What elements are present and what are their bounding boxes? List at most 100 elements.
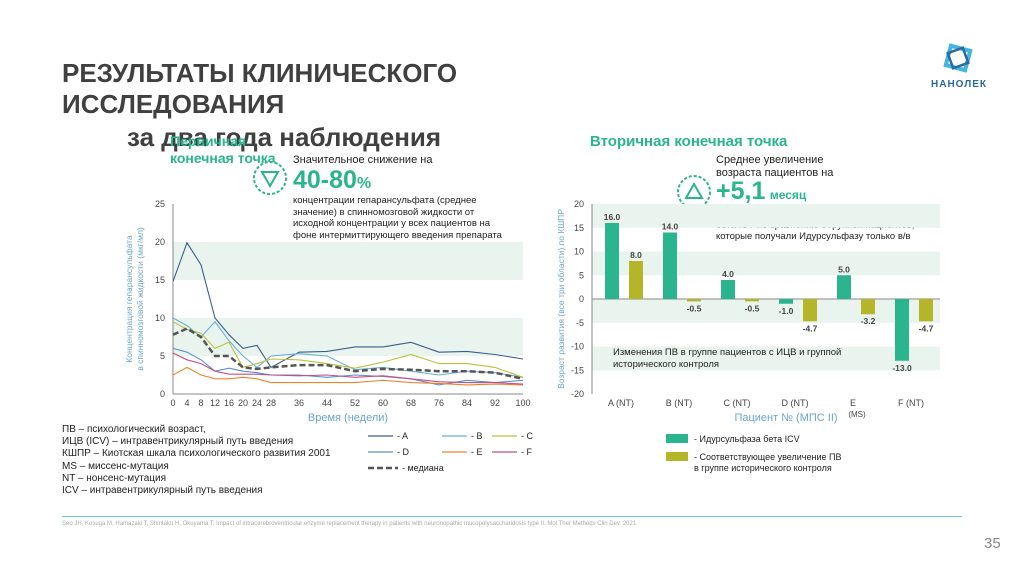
increase-icon [677,175,711,209]
x-tick-label: 0 [170,398,175,408]
legend-label: - A [397,431,408,441]
x-tick-label: 8 [198,398,203,408]
x-tick-label: 100 [515,398,530,408]
series-line [172,321,524,378]
x-tick-label: F (NT) [898,398,924,408]
primary-endpoint-heading: Первичная конечная точка [170,133,276,166]
bar [629,261,643,299]
page-subtitle: за два года наблюдения [127,122,442,152]
data-label: -0.5 [687,303,702,313]
y-tick-label: -20 [571,389,584,399]
legend-label: - медиана [402,463,444,473]
series-line [172,352,524,385]
x-tick-label: B (NT) [666,398,693,408]
x-tick-label: 84 [462,398,472,408]
bar [895,299,909,361]
note-item: MS – миссенс-мутация [62,460,169,472]
y-tick-label: 5 [160,351,165,361]
primary-number: 40-80 [293,166,357,194]
y-tick-label: 0 [160,389,165,399]
data-label: 8.0 [630,250,642,260]
series-line [172,317,524,378]
grid-band [173,242,523,280]
bar [919,299,933,322]
legend-swatch [666,452,688,461]
x-tick-label: 12 [210,398,220,408]
x-tick-label: 60 [378,398,388,408]
footer-divider [62,516,962,517]
data-label: -1.0 [779,306,794,316]
abbreviations-list: ПВ – психологический возраст, ИЦВ (ICV) … [62,424,331,497]
series-line [172,241,524,369]
primary-value: 40-80% [293,166,371,195]
note-item: КШПР – Киотская шкала психологического р… [62,448,331,460]
bar [837,275,851,299]
bar [721,280,735,299]
reference-citation: Seo JH, Kosuga M, Hamazaki T, Shintaku H… [62,521,637,527]
logo-text: НАНОЛЕК [931,79,987,90]
y-axis-label: Возраст развития (все три области) по КШ… [556,209,566,389]
grid-band [592,204,940,228]
data-label: -4.7 [919,323,934,333]
y-tick-label: 5 [579,270,584,280]
bar [779,299,793,304]
x-tick-label: 92 [490,398,500,408]
y-tick-label: 0 [579,294,584,304]
note-item: ICV – интравентрикулярный путь введения [62,485,263,497]
note-item: NT – нонсенс-мутация [62,472,167,484]
y-tick-label: 20 [574,199,584,209]
bar [687,299,701,302]
grid-band [592,251,940,276]
note-item: ИЦВ (ICV) – интравентрикулярный путь вве… [62,436,294,448]
series-line [172,327,524,381]
decrease-icon [253,161,287,195]
secondary-number: +5,1 [716,177,766,205]
y-tick-label: 10 [155,313,165,323]
y-tick-label: -15 [571,365,584,375]
data-label: 4.0 [722,269,734,279]
bar-chart-annotation: Изменения ПВ в группе пациентов с ИЦВ и … [613,347,842,370]
data-label: 16.0 [604,212,621,222]
bar [803,299,817,322]
x-tick-label: C (NT) [724,398,751,408]
secondary-unit: месяц [769,188,807,202]
data-label: -0.5 [745,303,760,313]
grid-band [592,346,940,371]
y-tick-label: -5 [576,318,584,328]
bar [605,223,619,299]
x-tick-label: 52 [350,398,360,408]
data-label: 5.0 [838,264,850,274]
x-tick-label: 36 [294,398,304,408]
bar [745,299,759,302]
x-axis-label: Время (недели) [308,412,388,424]
grid-band [592,299,940,323]
primary-lead: Значительное снижение на [293,154,433,166]
legend-label: - Идурсульфаза бета ICV [694,434,800,444]
data-label: -13.0 [892,363,912,373]
data-label: -3.2 [861,316,876,326]
primary-unit: % [356,175,372,192]
y-axis-label: Концентрация гепарансульфатав спинномозг… [124,227,145,371]
legend-swatch [666,434,688,443]
bar [861,299,875,315]
legend-label: - D [397,447,409,457]
legend-label: - C [521,431,533,441]
x-tick-label: A (NT) [608,398,634,408]
x-tick-label: 16 [224,398,234,408]
page-number: 35 [984,535,1001,552]
grid-band [173,318,523,356]
x-tick-label: 68 [406,398,416,408]
x-tick-label: 28 [266,398,276,408]
bar-chart-legend: - Идурсульфаза бета ICV - Соответствующее… [666,434,841,473]
y-tick-label: -10 [571,342,584,352]
nanolek-logo-icon [943,43,973,73]
y-tick-label: 10 [574,247,584,257]
x-tick-label: D (NT) [782,398,809,408]
data-label: 14.0 [662,222,679,232]
legend-label: - F [521,447,532,457]
legend-label: - Соответствующее увеличение ПВ в группе … [694,452,841,473]
x-axis-label: Пациент № (МПС II) [734,412,837,424]
y-tick-label: 25 [155,199,165,209]
x-tick-label: 24 [252,398,262,408]
